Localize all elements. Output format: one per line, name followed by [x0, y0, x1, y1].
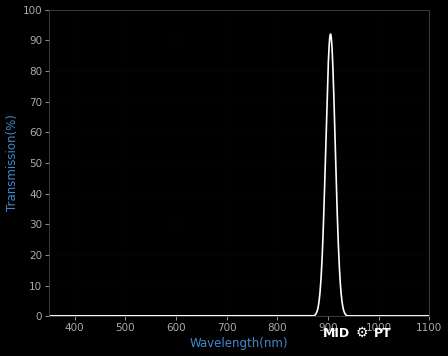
Text: PT: PT — [374, 327, 392, 340]
Text: ⚙: ⚙ — [355, 326, 368, 340]
Y-axis label: Transmission(%): Transmission(%) — [5, 115, 18, 211]
X-axis label: Wavelength(nm): Wavelength(nm) — [190, 337, 289, 350]
Text: MID: MID — [323, 327, 350, 340]
